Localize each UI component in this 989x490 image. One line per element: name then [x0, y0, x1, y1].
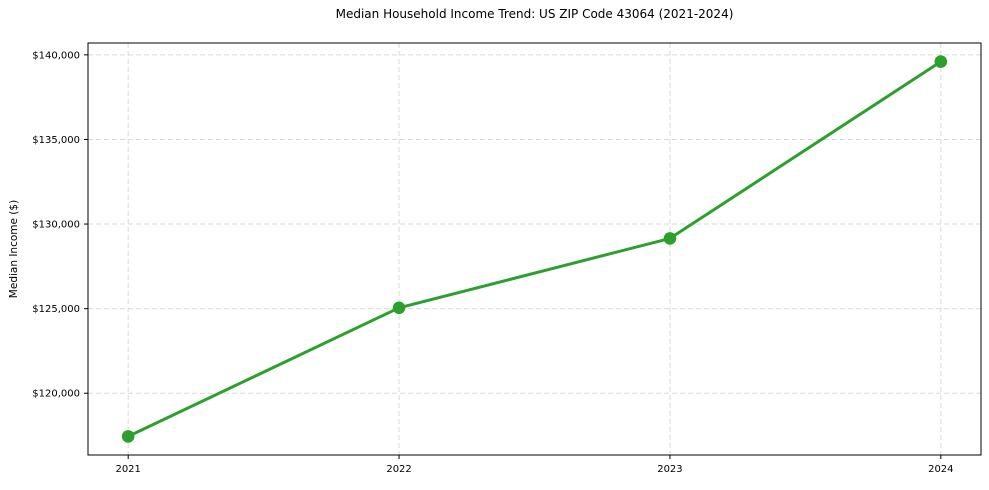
data-point	[121, 430, 135, 443]
y-tick-label: $135,000	[32, 135, 80, 146]
x-tick-label: 2021	[115, 464, 140, 475]
data-point	[392, 301, 406, 315]
trend-line	[126, 60, 943, 438]
data-point	[663, 232, 677, 245]
y-tick-label: $140,000	[32, 50, 80, 61]
data-point	[934, 55, 948, 68]
x-tick-label: 2022	[386, 464, 411, 475]
y-tick-label: $120,000	[32, 389, 80, 400]
x-tick-label: 2024	[928, 464, 953, 475]
plot-border	[87, 42, 982, 456]
y-tick-label: $130,000	[32, 220, 80, 231]
y-tick-label: $125,000	[32, 304, 80, 315]
chart-title: Median Household Income Trend: US ZIP Co…	[335, 7, 734, 21]
x-tick-label: 2023	[657, 464, 682, 475]
